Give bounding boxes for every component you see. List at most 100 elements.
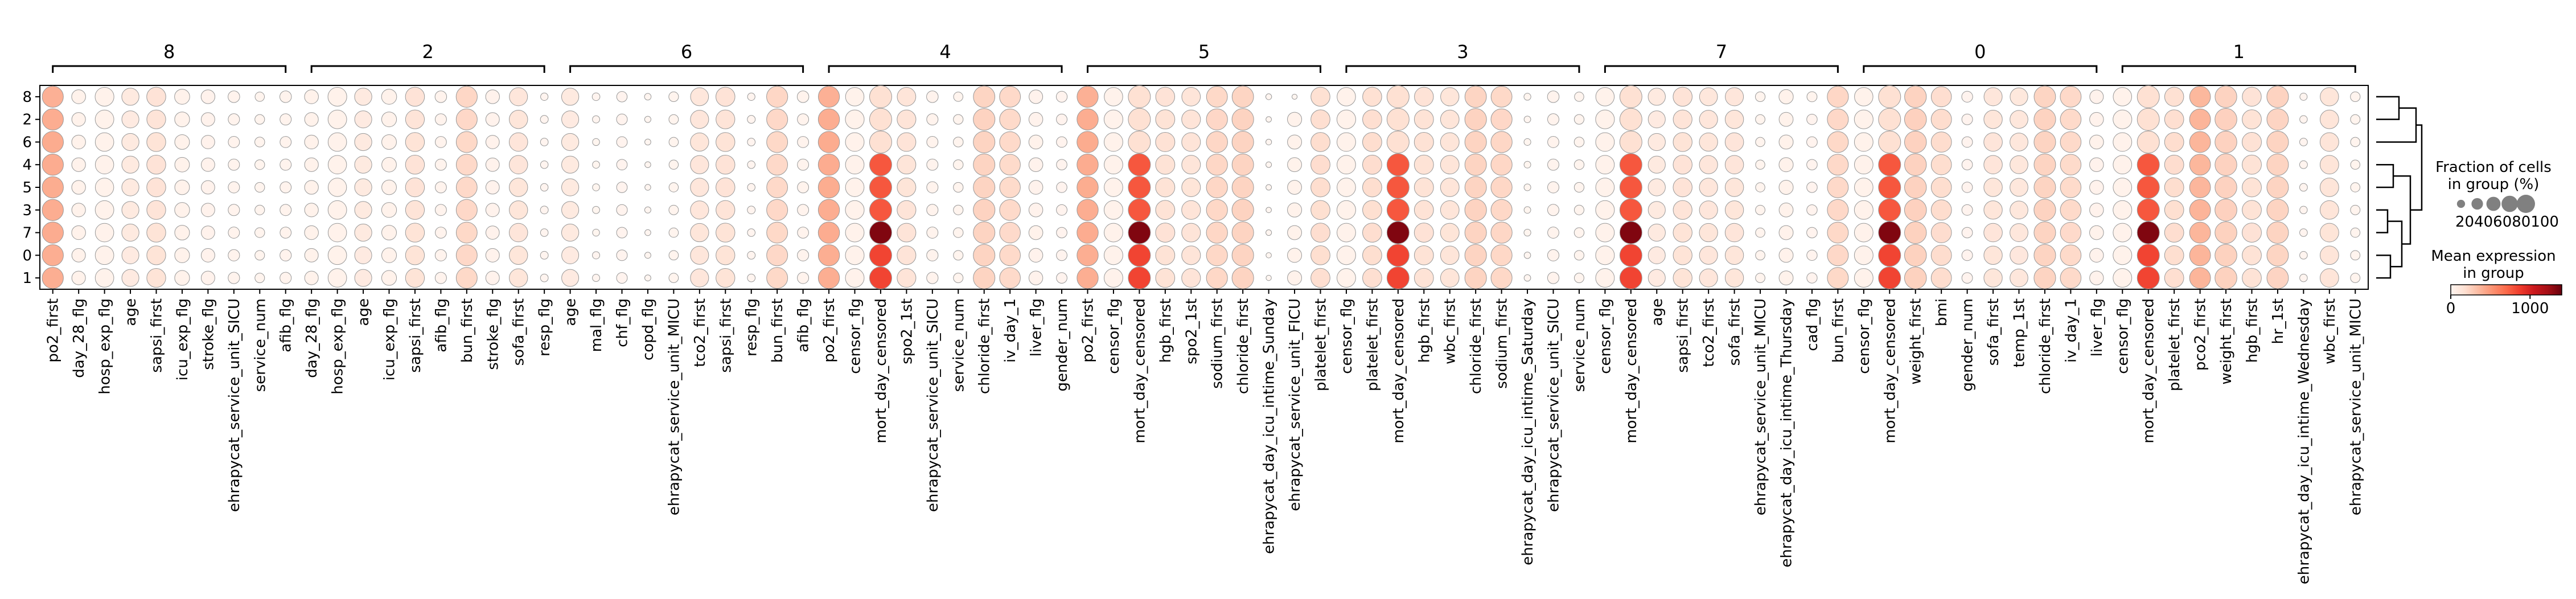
dot — [2010, 268, 2028, 288]
dot — [174, 179, 190, 195]
dot — [1103, 245, 1123, 265]
dot — [2060, 154, 2082, 175]
dot — [1056, 227, 1067, 239]
dot — [2215, 221, 2237, 244]
dot — [1206, 267, 1228, 289]
dot — [1619, 108, 1642, 131]
dot — [1386, 176, 1410, 199]
dot — [716, 87, 736, 107]
column-label: mort_day_censored — [1131, 298, 1148, 444]
column-label: age — [562, 298, 580, 326]
dot — [1724, 245, 1744, 265]
dot — [1337, 223, 1356, 243]
column-label: ehrapycat_service_unit_MICU — [1752, 298, 1769, 515]
column-label: po2_first — [1080, 298, 1097, 363]
dot — [1806, 204, 1818, 216]
dot — [2242, 87, 2262, 107]
dot — [2113, 200, 2133, 220]
dot — [1983, 245, 2003, 265]
dot — [690, 223, 709, 243]
dot — [2266, 85, 2289, 108]
dot — [228, 227, 240, 239]
dot — [2215, 266, 2237, 289]
dot — [1904, 244, 1927, 267]
dot — [845, 200, 865, 220]
dot — [897, 155, 917, 175]
dot — [304, 157, 319, 172]
dot — [1961, 249, 1973, 261]
dot — [146, 155, 166, 175]
dot — [1231, 221, 1254, 244]
dot — [1573, 273, 1584, 284]
dot — [747, 183, 755, 192]
color-legend-title: Mean expression — [2431, 248, 2556, 265]
dendrogram-branch — [2410, 124, 2423, 211]
dot — [953, 114, 964, 125]
column-label: liver_flg — [1028, 298, 1045, 356]
dot — [1028, 112, 1043, 127]
dot — [1699, 110, 1718, 129]
dot — [2266, 266, 2289, 289]
dot — [1386, 244, 1410, 267]
column-label: sofa_first — [511, 298, 528, 366]
dot — [869, 85, 892, 108]
dot — [304, 112, 319, 127]
dot — [953, 137, 964, 147]
dot — [897, 178, 917, 197]
dot — [690, 178, 709, 197]
dot — [1362, 200, 1382, 220]
group-label: 6 — [681, 41, 692, 63]
dot — [174, 157, 190, 173]
dot — [42, 221, 64, 244]
dot — [561, 110, 580, 129]
column-label: platelet_first — [2166, 298, 2183, 391]
dot — [561, 133, 580, 151]
dot — [435, 227, 447, 239]
dot — [668, 273, 679, 283]
dot — [1155, 223, 1176, 243]
dot — [1854, 178, 1874, 197]
dot — [1878, 198, 1901, 221]
dot — [2320, 87, 2339, 106]
dot — [1128, 108, 1151, 131]
column-label: copd_flg — [640, 298, 657, 360]
dot — [1029, 89, 1043, 104]
group-label: 5 — [1198, 41, 1210, 63]
dot — [1724, 132, 1744, 152]
column-label: censor_flg — [847, 298, 864, 374]
column-label: age — [355, 298, 372, 326]
dot — [405, 155, 425, 175]
dot — [1440, 245, 1460, 265]
dot — [644, 229, 651, 236]
dot — [973, 153, 996, 176]
dot — [2137, 108, 2160, 131]
dot — [1464, 221, 1487, 244]
dot — [2215, 108, 2237, 131]
dot — [1595, 155, 1615, 175]
dot — [228, 204, 240, 216]
dot — [2189, 267, 2211, 289]
dot — [254, 250, 265, 261]
dot — [2189, 86, 2211, 108]
dot — [71, 180, 86, 195]
dot — [869, 198, 892, 221]
column-label: ehrapycat_service_unit_MICU — [2347, 298, 2364, 515]
dot — [1806, 136, 1818, 148]
dot — [2350, 182, 2361, 192]
dot — [146, 245, 166, 265]
dot — [2319, 132, 2339, 152]
dot — [1077, 108, 1099, 130]
dot — [1077, 85, 1099, 108]
dot — [405, 245, 425, 265]
dot — [1310, 223, 1330, 243]
group-label: 4 — [939, 41, 951, 63]
dot — [1854, 223, 1874, 243]
dot — [1310, 132, 1330, 152]
dot — [1904, 108, 1927, 131]
dot — [1755, 91, 1766, 102]
dot — [1386, 108, 1410, 131]
dot — [1287, 134, 1303, 150]
column-label: ehrapycat_day_icu_intime_Saturday — [1519, 298, 1536, 565]
dot — [1878, 108, 1901, 131]
dot — [926, 227, 939, 239]
